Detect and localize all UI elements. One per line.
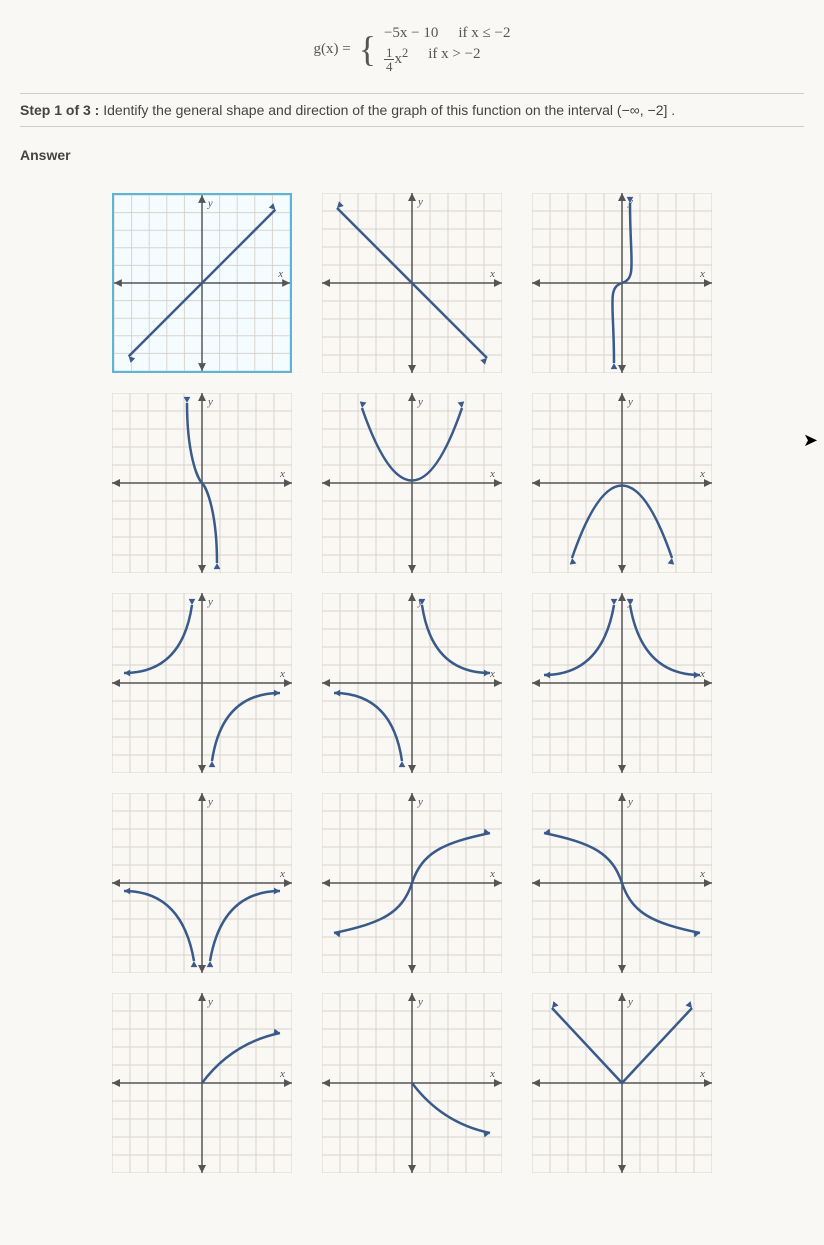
svg-text:y: y: [417, 796, 423, 808]
graph-option-g5[interactable]: yx: [322, 393, 502, 573]
graph-option-g8[interactable]: yx: [322, 593, 502, 773]
graph-option-g14[interactable]: yx: [322, 993, 502, 1173]
step-text: Identify the general shape and direction…: [103, 102, 675, 118]
svg-text:y: y: [627, 996, 633, 1008]
answer-heading: Answer: [20, 147, 804, 163]
graph-option-g7[interactable]: yx: [112, 593, 292, 773]
svg-text:y: y: [207, 198, 213, 210]
graph-option-g13[interactable]: yx: [112, 993, 292, 1173]
svg-text:y: y: [417, 396, 423, 408]
cursor-icon: ➤: [803, 430, 818, 451]
graph-option-g12[interactable]: yx: [532, 793, 712, 973]
svg-text:x: x: [699, 268, 705, 280]
step-label: Step 1 of 3 :: [20, 102, 99, 118]
graph-options-grid: yxyxyxyxyxyxyxyxyxyxyxyxyxyxyx: [20, 193, 804, 1173]
svg-text:y: y: [627, 796, 633, 808]
svg-text:y: y: [417, 996, 423, 1008]
svg-text:x: x: [279, 468, 285, 480]
graph-option-g11[interactable]: yx: [322, 793, 502, 973]
brace: {: [359, 31, 376, 67]
svg-text:y: y: [627, 396, 633, 408]
svg-text:x: x: [279, 1068, 285, 1080]
svg-text:y: y: [207, 396, 213, 408]
svg-text:y: y: [417, 196, 423, 208]
graph-option-g1[interactable]: yx: [112, 193, 292, 373]
svg-text:x: x: [699, 1068, 705, 1080]
graph-option-g2[interactable]: yx: [322, 193, 502, 373]
graph-option-g10[interactable]: yx: [112, 793, 292, 973]
svg-text:x: x: [277, 268, 283, 280]
piecewise-equation: g(x) = { −5x − 10 if x ≤ −2 1 4 x2 if x …: [20, 25, 804, 73]
svg-text:y: y: [207, 796, 213, 808]
graph-option-g9[interactable]: yx: [532, 593, 712, 773]
graph-option-g15[interactable]: yx: [532, 993, 712, 1173]
graph-option-g3[interactable]: yx: [532, 193, 712, 373]
svg-text:x: x: [699, 468, 705, 480]
piece2-cond: if x > −2: [428, 46, 480, 73]
equation-pieces: −5x − 10 if x ≤ −2 1 4 x2 if x > −2: [384, 25, 511, 73]
piece1-expr: −5x − 10: [384, 25, 438, 42]
step-instruction: Step 1 of 3 : Identify the general shape…: [20, 93, 804, 127]
equation-lhs: g(x) =: [313, 41, 350, 58]
piece1-cond: if x ≤ −2: [458, 25, 510, 42]
svg-text:x: x: [489, 468, 495, 480]
graph-option-g4[interactable]: yx: [112, 393, 292, 573]
svg-text:x: x: [279, 868, 285, 880]
svg-text:y: y: [207, 996, 213, 1008]
svg-text:x: x: [489, 268, 495, 280]
piece2-expr: 1 4 x2: [384, 46, 408, 73]
svg-text:x: x: [489, 1068, 495, 1080]
svg-text:x: x: [699, 868, 705, 880]
graph-option-g6[interactable]: yx: [532, 393, 712, 573]
svg-text:y: y: [207, 596, 213, 608]
svg-text:x: x: [489, 868, 495, 880]
svg-text:x: x: [279, 668, 285, 680]
